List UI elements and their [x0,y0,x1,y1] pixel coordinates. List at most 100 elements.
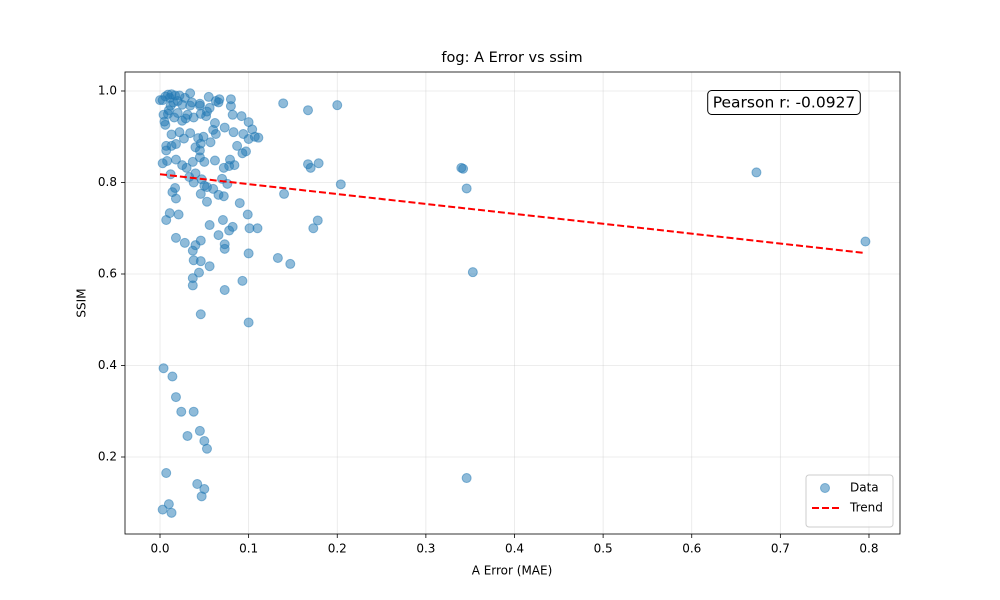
data-point [181,162,192,173]
data-point [860,236,871,247]
data-point [178,133,189,144]
data-point [312,215,323,226]
data-point [166,507,177,518]
data-point [193,267,204,278]
data-point [170,139,181,150]
data-point [279,188,290,199]
data-point [232,140,243,151]
data-point [176,406,187,417]
data-point [461,183,472,194]
data-point [188,406,199,417]
x-tick-label: 0.8 [859,542,878,556]
data-point [751,167,762,178]
data-point [213,230,224,241]
x-tick-label: 0.0 [150,542,169,556]
data-point [240,146,251,157]
data-point [227,109,238,120]
data-point [196,491,207,502]
data-point [170,392,181,403]
x-tick-label: 0.5 [594,542,613,556]
data-point [227,221,238,232]
x-tick-label: 0.7 [771,542,790,556]
data-point [278,98,289,109]
data-point [236,111,247,122]
data-point [204,261,215,272]
data-point [164,208,175,219]
data-point [234,198,245,209]
data-point [185,128,196,139]
y-tick-label: 0.8 [98,175,117,189]
data-point [253,132,264,143]
data-point [192,478,203,489]
x-tick-label: 0.1 [239,542,258,556]
x-tick-label: 0.2 [328,542,347,556]
data-point [243,317,254,328]
data-point [187,156,198,167]
chart-title: fog: A Error vs ssim [441,50,582,66]
data-point [201,182,212,193]
data-point [458,163,469,174]
data-point [209,118,220,129]
data-point [252,223,263,234]
data-point [201,196,212,207]
data-point [163,105,174,116]
data-point [195,108,206,119]
data-point [303,105,314,116]
data-point [161,468,172,479]
y-tick-label: 1.0 [98,83,117,97]
data-point [218,162,229,173]
trend-line [159,173,865,254]
data-point [194,98,205,109]
data-point [193,133,204,144]
data-point [195,235,206,246]
legend-label: Data [850,481,879,495]
data-point [166,129,177,140]
data-point [173,209,184,220]
data-point [188,255,199,266]
data-point [219,243,230,254]
data-point [187,273,198,284]
data-point [237,275,248,286]
data-point [228,127,239,138]
data-point [461,473,472,484]
data-point [167,371,178,382]
data-point [182,109,193,120]
data-point [203,91,214,102]
data-point [225,94,236,105]
data-point [170,232,181,243]
data-point [225,154,236,165]
data-point [190,168,201,179]
x-tick-label: 0.3 [416,542,435,556]
y-tick-label: 0.6 [98,266,117,280]
data-point [243,248,254,259]
data-point [158,363,169,374]
legend-label: Trend [849,501,883,515]
y-tick-label: 0.4 [98,358,117,372]
data-point [204,220,215,231]
data-point [155,95,166,106]
data-point [313,158,324,169]
data-point [182,430,193,441]
data-point [335,179,346,190]
data-point [157,158,168,169]
data-point [467,267,478,278]
data-point [157,504,168,515]
data-point [205,137,216,148]
data-point [247,124,258,135]
y-tick-label: 0.2 [98,450,117,464]
plot-frame [124,71,901,535]
data-point [185,100,196,111]
data-point [172,107,183,118]
data-point [219,285,230,296]
data-point [195,188,206,199]
data-point [163,499,174,510]
data-point [194,425,205,436]
data-point [305,162,316,173]
data-point [209,155,220,166]
y-axis-label: SSIM [75,288,89,317]
data-point [219,122,230,133]
data-point [195,309,206,320]
data-point [332,100,343,111]
data-point [201,443,212,454]
